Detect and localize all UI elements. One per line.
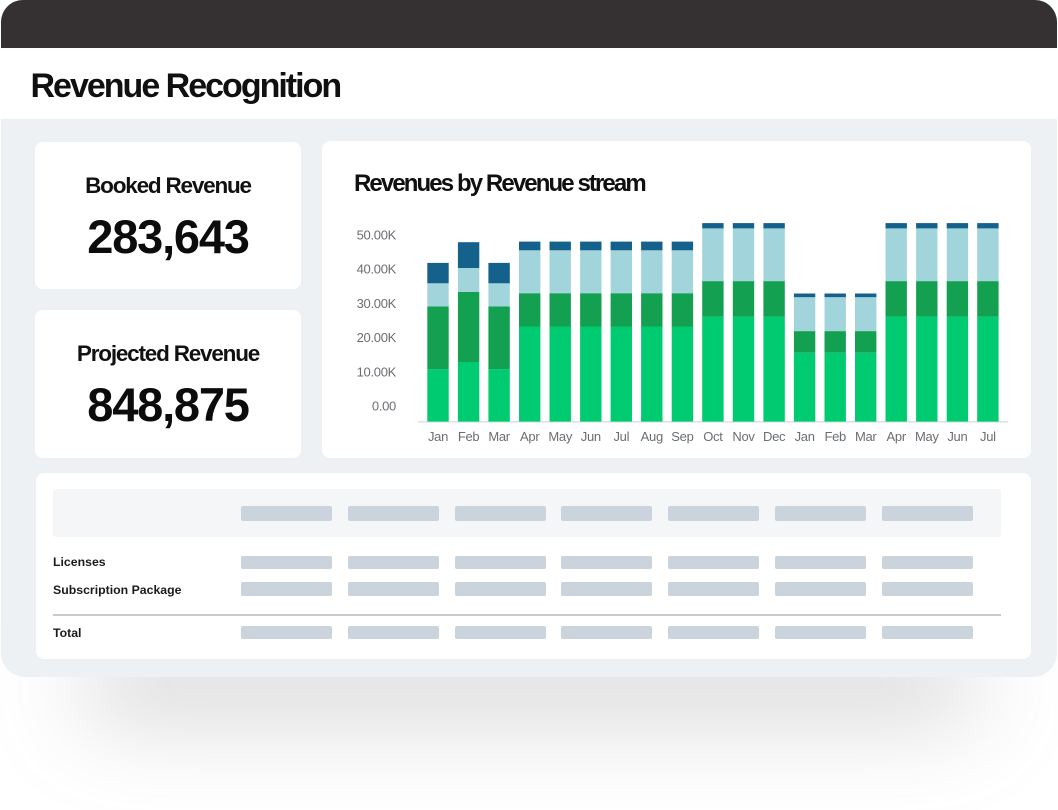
svg-text:Oct: Oct	[703, 429, 723, 444]
svg-text:Aug: Aug	[641, 429, 663, 444]
svg-text:Dec: Dec	[763, 429, 786, 444]
svg-text:Feb: Feb	[824, 429, 846, 444]
svg-text:50.00K: 50.00K	[357, 227, 397, 242]
svg-text:Nov: Nov	[732, 429, 755, 444]
svg-text:Jul: Jul	[613, 429, 629, 444]
svg-text:Mar: Mar	[488, 429, 510, 444]
svg-text:10.00K: 10.00K	[357, 364, 397, 379]
svg-text:Sep: Sep	[671, 429, 693, 444]
svg-text:0.00: 0.00	[372, 399, 396, 414]
svg-text:20.00K: 20.00K	[357, 330, 397, 345]
svg-text:Apr: Apr	[887, 429, 907, 444]
svg-text:40.00K: 40.00K	[357, 262, 397, 277]
svg-text:Apr: Apr	[520, 429, 540, 444]
svg-text:May: May	[548, 429, 572, 444]
svg-text:Jan: Jan	[428, 429, 448, 444]
svg-text:30.00K: 30.00K	[357, 296, 397, 311]
svg-text:Feb: Feb	[458, 429, 480, 444]
svg-text:Jun: Jun	[581, 429, 601, 444]
svg-text:Mar: Mar	[855, 429, 877, 444]
svg-text:May: May	[915, 429, 939, 444]
svg-text:Jun: Jun	[947, 429, 967, 444]
svg-text:Jan: Jan	[795, 429, 815, 444]
svg-text:Jul: Jul	[980, 429, 996, 444]
